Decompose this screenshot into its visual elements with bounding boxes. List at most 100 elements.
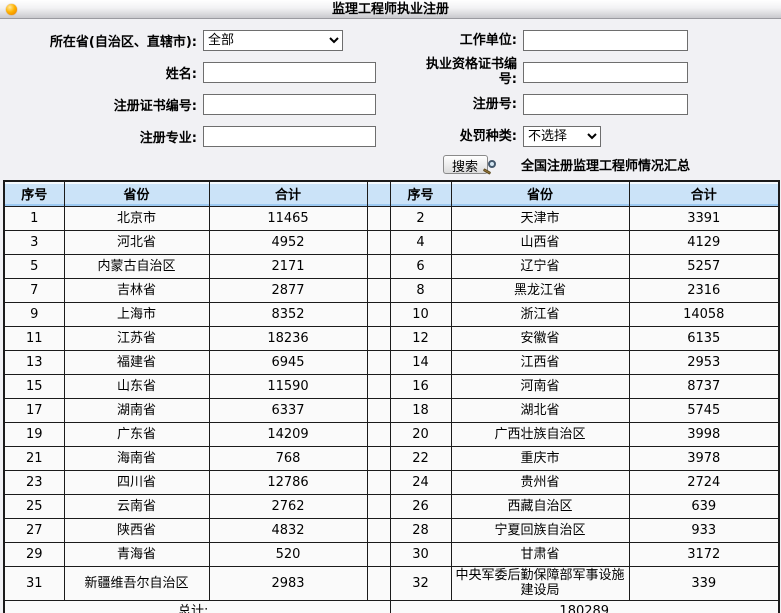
row-seq: 28 bbox=[389, 517, 452, 543]
row-total: 8352 bbox=[208, 301, 368, 327]
row-total: 4832 bbox=[208, 517, 368, 543]
table-row: 13 福建省 6945 14 江西省 2953 bbox=[3, 349, 780, 375]
row-total: 14209 bbox=[208, 421, 368, 447]
row-seq: 16 bbox=[389, 373, 452, 399]
row-spacer bbox=[366, 397, 391, 423]
row-seq: 1 bbox=[3, 205, 65, 231]
province-select[interactable]: 全部 bbox=[203, 29, 343, 51]
form-row: 注册专业: 处罚种类: 不选择 bbox=[0, 120, 781, 152]
row-total: 3172 bbox=[628, 541, 780, 567]
row-seq: 20 bbox=[389, 421, 452, 447]
row-total: 639 bbox=[628, 493, 780, 519]
row-seq: 32 bbox=[389, 565, 452, 601]
row-province: 江西省 bbox=[450, 349, 630, 375]
table-row: 19 广东省 14209 20 广西壮族自治区 3998 bbox=[3, 421, 780, 447]
row-province: 湖南省 bbox=[63, 397, 210, 423]
row-seq: 4 bbox=[389, 229, 452, 255]
row-province: 海南省 bbox=[63, 445, 210, 471]
row-seq: 24 bbox=[389, 469, 452, 495]
row-total: 3978 bbox=[628, 445, 780, 471]
row-total: 2762 bbox=[208, 493, 368, 519]
row-seq: 10 bbox=[389, 301, 452, 327]
row-total: 11590 bbox=[208, 373, 368, 399]
row-spacer bbox=[366, 541, 391, 567]
registration-major-input[interactable] bbox=[203, 125, 376, 147]
row-seq: 7 bbox=[3, 277, 65, 303]
table-row: 27 陕西省 4832 28 宁夏回族自治区 933 bbox=[3, 517, 780, 543]
qualification-cert-label: 执业资格证书编号: bbox=[425, 57, 517, 87]
row-spacer bbox=[366, 373, 391, 399]
row-seq: 14 bbox=[389, 349, 452, 375]
table-row: 11 江苏省 18236 12 安徽省 6135 bbox=[3, 325, 780, 351]
row-province: 福建省 bbox=[63, 349, 210, 375]
table-row: 15 山东省 11590 16 河南省 8737 bbox=[3, 373, 780, 399]
row-seq: 3 bbox=[3, 229, 65, 255]
row-total: 18236 bbox=[208, 325, 368, 351]
column-header-seq: 序号 bbox=[3, 180, 65, 207]
summary-title: 全国注册监理工程师情况汇总 bbox=[521, 158, 691, 174]
row-province: 河南省 bbox=[450, 373, 630, 399]
form-row: 所在省(自治区、直辖市): 全部 工作单位: bbox=[0, 24, 781, 56]
row-spacer bbox=[366, 445, 391, 471]
row-province: 天津市 bbox=[450, 205, 630, 231]
row-province: 甘肃省 bbox=[450, 541, 630, 567]
qualification-cert-input[interactable] bbox=[523, 61, 688, 83]
row-total: 339 bbox=[628, 565, 780, 601]
column-header-spacer bbox=[366, 180, 391, 207]
row-province: 青海省 bbox=[63, 541, 210, 567]
registration-cert-input[interactable] bbox=[203, 93, 376, 115]
row-total: 933 bbox=[628, 517, 780, 543]
name-label: 姓名: bbox=[165, 66, 197, 82]
row-total: 6945 bbox=[208, 349, 368, 375]
row-seq: 21 bbox=[3, 445, 65, 471]
row-province: 广东省 bbox=[63, 421, 210, 447]
column-header-province: 省份 bbox=[450, 180, 630, 207]
row-spacer bbox=[366, 277, 391, 303]
row-seq: 2 bbox=[389, 205, 452, 231]
row-seq: 25 bbox=[3, 493, 65, 519]
row-province: 云南省 bbox=[63, 493, 210, 519]
row-seq: 31 bbox=[3, 565, 65, 601]
column-header-total: 合计 bbox=[208, 180, 368, 207]
row-province: 湖北省 bbox=[450, 397, 630, 423]
table-row: 29 青海省 520 30 甘肃省 3172 bbox=[3, 541, 780, 567]
row-province: 西藏自治区 bbox=[450, 493, 630, 519]
penalty-type-select[interactable]: 不选择 bbox=[523, 125, 601, 147]
name-input[interactable] bbox=[203, 61, 376, 83]
row-spacer bbox=[366, 493, 391, 519]
table-row: 5 内蒙古自治区 2171 6 辽宁省 5257 bbox=[3, 253, 780, 279]
search-button[interactable]: 搜索 bbox=[443, 154, 489, 175]
row-seq: 15 bbox=[3, 373, 65, 399]
row-seq: 23 bbox=[3, 469, 65, 495]
form-row: 姓名: 执业资格证书编号: bbox=[0, 56, 781, 88]
row-spacer bbox=[366, 421, 391, 447]
row-seq: 19 bbox=[3, 421, 65, 447]
row-spacer bbox=[366, 565, 391, 601]
row-total: 5257 bbox=[628, 253, 780, 279]
search-row: 搜索 全国注册监理工程师情况汇总 bbox=[443, 153, 781, 175]
table-body: 1 北京市 11465 2 天津市 3391 3 河北省 4952 4 山西省 4129 5 内蒙古自治区… bbox=[3, 205, 780, 601]
row-spacer bbox=[366, 517, 391, 543]
row-province: 新疆维吾尔自治区 bbox=[63, 565, 210, 601]
row-seq: 9 bbox=[3, 301, 65, 327]
row-seq: 5 bbox=[3, 253, 65, 279]
table-row: 25 云南省 2762 26 西藏自治区 639 bbox=[3, 493, 780, 519]
row-spacer bbox=[366, 253, 391, 279]
table-row: 9 上海市 8352 10 浙江省 14058 bbox=[3, 301, 780, 327]
registration-no-input[interactable] bbox=[523, 93, 688, 115]
row-spacer bbox=[366, 349, 391, 375]
row-total: 3391 bbox=[628, 205, 780, 231]
work-unit-input[interactable] bbox=[523, 29, 688, 51]
row-province: 吉林省 bbox=[63, 277, 210, 303]
row-seq: 13 bbox=[3, 349, 65, 375]
row-total: 520 bbox=[208, 541, 368, 567]
row-spacer bbox=[366, 229, 391, 255]
row-seq: 26 bbox=[389, 493, 452, 519]
work-unit-label: 工作单位: bbox=[459, 32, 517, 48]
table-header-row: 序号 省份 合计 序号 省份 合计 bbox=[3, 180, 780, 207]
row-seq: 8 bbox=[389, 277, 452, 303]
row-total: 8737 bbox=[628, 373, 780, 399]
penalty-type-label: 处罚种类: bbox=[459, 128, 517, 144]
province-label: 所在省(自治区、直辖市): bbox=[49, 34, 197, 50]
row-province: 山西省 bbox=[450, 229, 630, 255]
